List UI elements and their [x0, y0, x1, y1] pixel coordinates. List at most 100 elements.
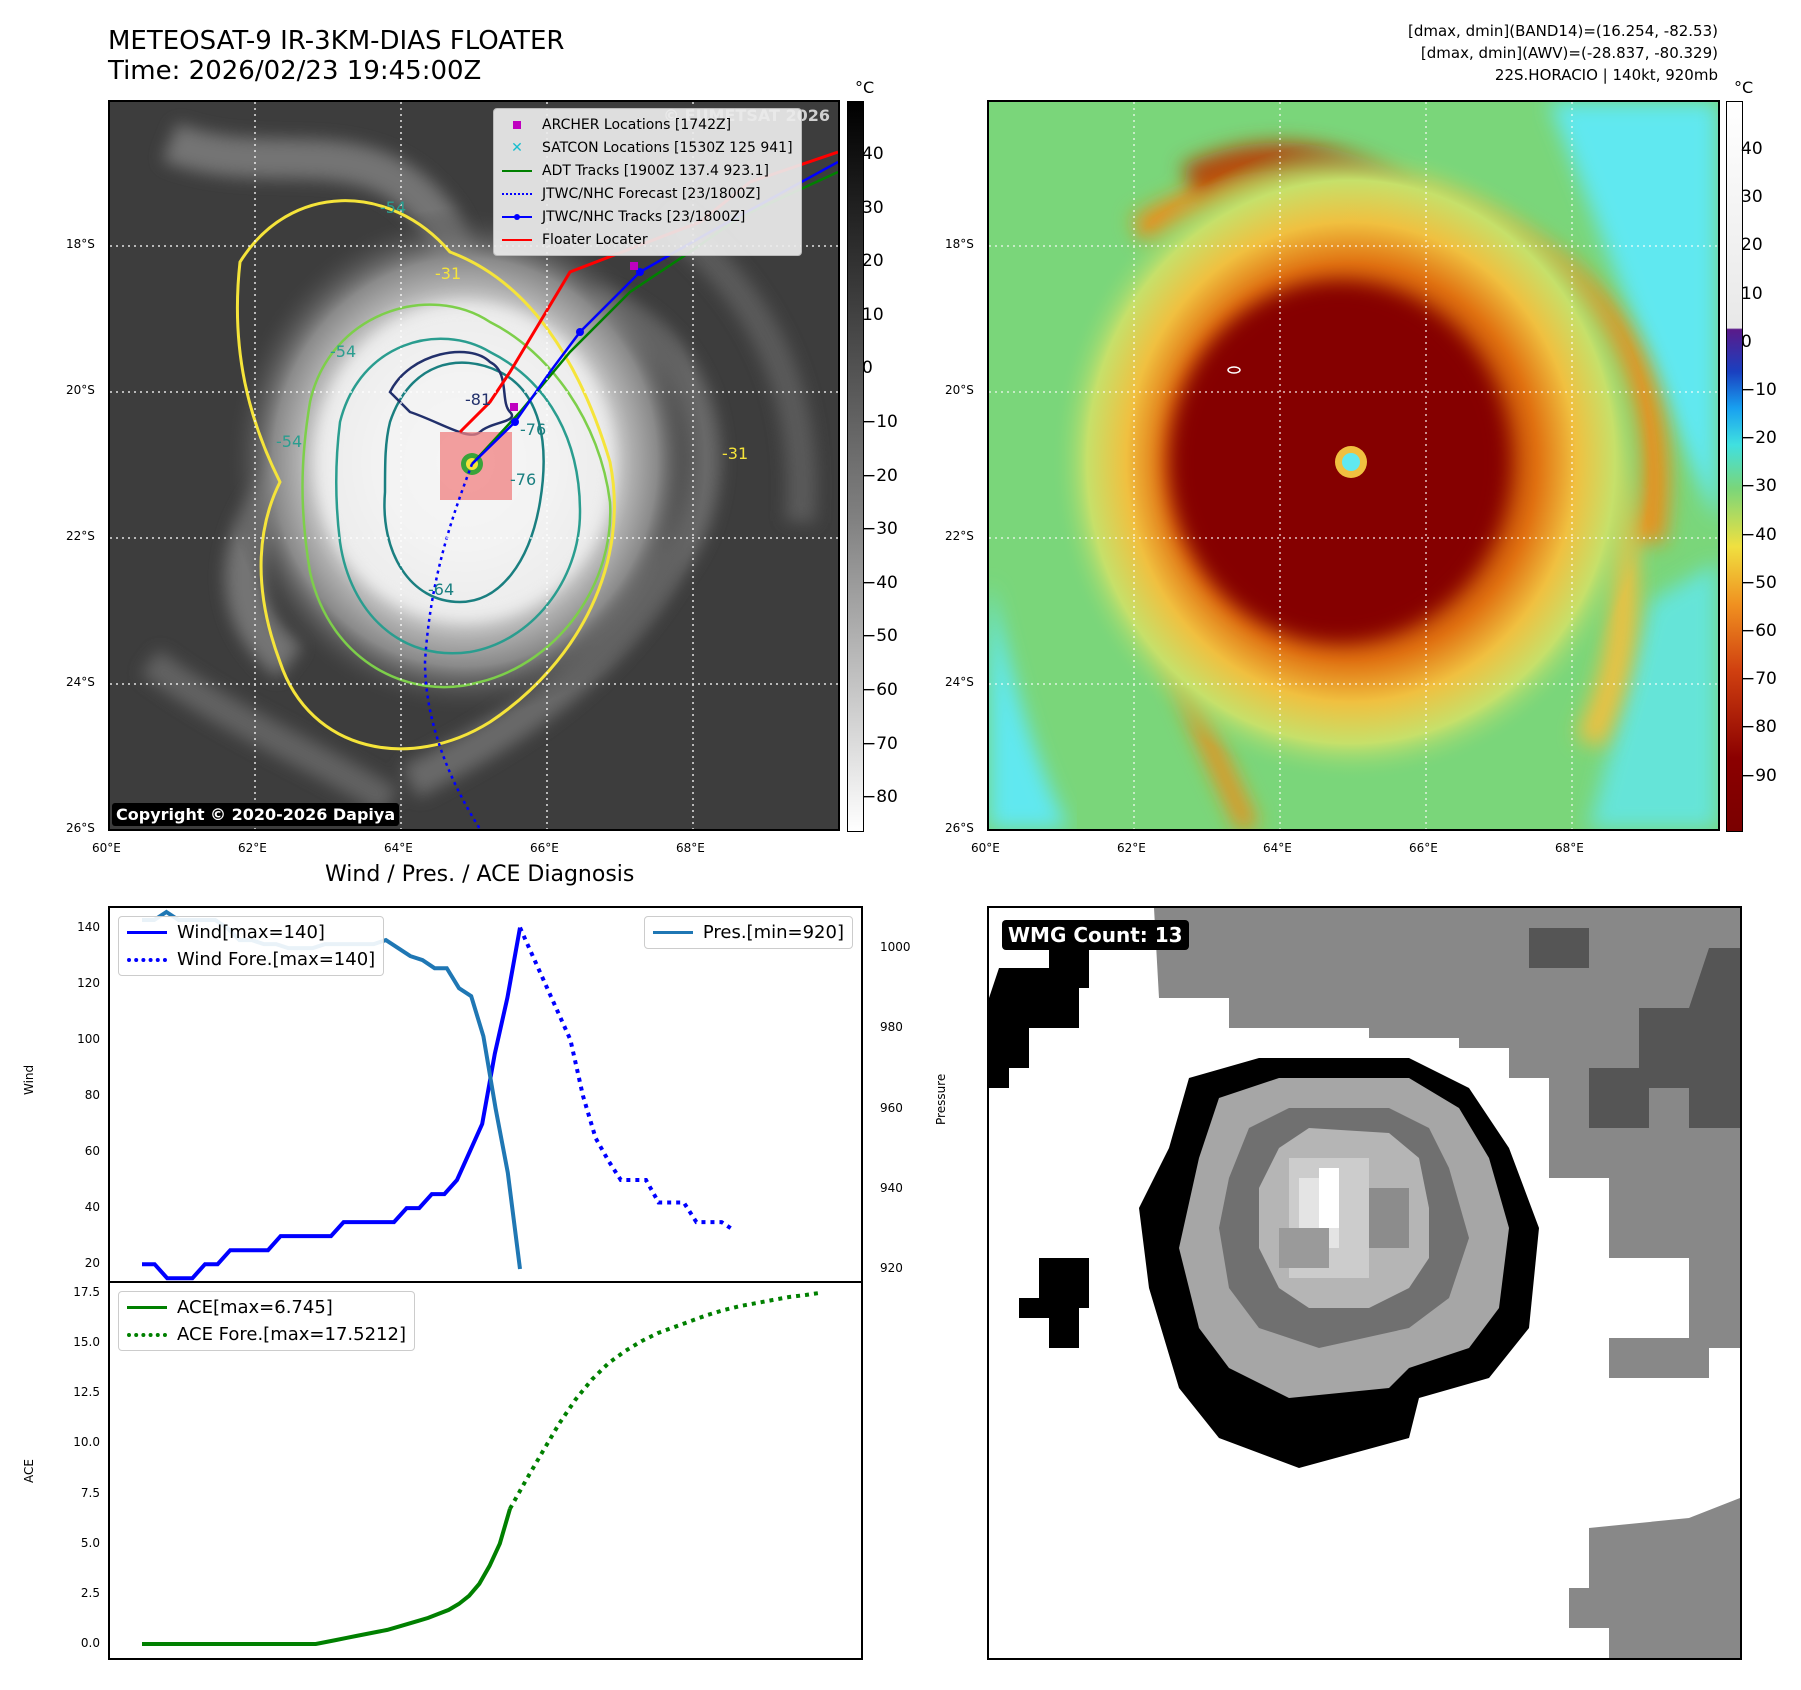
legend-item-wind: Wind[max=140]: [125, 919, 375, 946]
lon-tick: 62°E: [1117, 841, 1146, 855]
info-storm: 22S.HORACIO | 140kt, 920mb: [1494, 66, 1718, 84]
legend-label: SATCON Locations [1530Z 125 941]: [542, 139, 793, 156]
wind-forecast-line: [518, 926, 736, 1233]
contour-label: -76: [520, 420, 547, 439]
ace-tick-label: 7.5: [80, 1485, 100, 1500]
lat-tick: 22°S: [66, 529, 95, 543]
awv-colorbar-tick: −90: [1741, 765, 1777, 786]
contour-label: -81: [465, 390, 492, 409]
legend-item-archer: ARCHER Locations [1742Z]: [500, 113, 793, 136]
ir-colorbar-tick: −20: [862, 465, 898, 486]
colorbar-unit: °C: [1734, 78, 1754, 97]
ace-tick-label: 5.0: [80, 1535, 100, 1550]
ace-chart: ACE[max=6.745] ACE Fore.[max=17.5212]: [108, 1281, 863, 1660]
lat-tick: 24°S: [945, 675, 974, 689]
lon-tick: 64°E: [1263, 841, 1292, 855]
lat-tick: 22°S: [945, 529, 974, 543]
legend-label: Floater Locater: [542, 231, 648, 248]
ace-tick-label: 10.0: [73, 1435, 100, 1450]
ir-colorbar-tick: 40: [862, 144, 884, 164]
wind-pressure-chart: Wind[max=140] Wind Fore.[max=140] Pres.[…: [108, 906, 863, 1283]
wind-tick-label: 100: [77, 1031, 100, 1046]
line-icon: [500, 238, 534, 241]
legend-label: ARCHER Locations [1742Z]: [542, 116, 732, 133]
awv-colorbar-tick: −40: [1741, 524, 1777, 545]
awv-colorbar-tick: −50: [1741, 572, 1777, 593]
ir-colorbar-tick: 20: [862, 251, 884, 272]
awv-colorbar-tick: −20: [1741, 428, 1777, 449]
ir-colorbar-tick: 0: [862, 358, 873, 379]
copyright-badge: Copyright © 2020-2026 Dapiya: [112, 803, 400, 826]
awv-colorbar-tick: −30: [1741, 476, 1777, 497]
lat-tick: 24°S: [66, 675, 95, 689]
diagnosis-chart-title: Wind / Pres. / ACE Diagnosis: [325, 862, 635, 887]
ace-plot: [142, 1290, 823, 1646]
awv-colorbar-tick: 30: [1741, 187, 1763, 208]
lon-tick: 60°E: [92, 841, 121, 855]
info-awv: [dmax, dmin](AWV)=(-28.837, -80.329): [1420, 44, 1718, 62]
awv-colorbar-tick: 10: [1741, 283, 1763, 304]
ace-axis-label: ACE: [22, 1459, 36, 1483]
line-icon: [125, 1306, 169, 1309]
line-icon: [125, 931, 169, 934]
ir-colorbar-tick: −50: [862, 626, 898, 647]
ir-colorbar-tick: 30: [862, 197, 884, 218]
legend-label: ADT Tracks [1900Z 137.4 923.1]: [542, 162, 769, 179]
legend-item-floater: Floater Locater: [500, 228, 793, 251]
wind-tick-label: 60: [84, 1143, 100, 1158]
wmg-image: [989, 908, 1740, 1658]
wmg-count-badge: WMG Count: 13: [1002, 920, 1189, 950]
dotted-line-icon: [125, 957, 169, 962]
legend-item-satcon: ✕ SATCON Locations [1530Z 125 941]: [500, 136, 793, 159]
lon-tick: 62°E: [238, 841, 267, 855]
awv-colorbar-tick: −60: [1741, 621, 1777, 641]
ir-colorbar-tick: −40: [862, 572, 898, 593]
wind-line: [142, 927, 522, 1281]
legend-item-jtwc-tracks: JTWC/NHC Tracks [23/1800Z]: [500, 205, 793, 228]
legend-item-ace-forecast: ACE Fore.[max=17.5212]: [125, 1321, 406, 1348]
contour-label: -76: [510, 470, 537, 489]
legend-label: JTWC/NHC Forecast [23/1800Z]: [542, 185, 761, 202]
ace-tick-label: 15.0: [73, 1335, 100, 1350]
awv-colorbar-tick: −80: [1741, 717, 1777, 738]
ir-satellite-panel: -54 -31 -54 -81 -76 -76 -54 -64 -31 © EU…: [108, 100, 840, 831]
ace-legend: ACE[max=6.745] ACE Fore.[max=17.5212]: [118, 1291, 415, 1351]
wind-tick-label: 120: [77, 975, 100, 990]
pressure-tick-label: 960: [880, 1100, 903, 1115]
ir-colorbar-tick: −80: [862, 787, 898, 808]
pressure-tick-label: 1000: [880, 940, 911, 955]
legend-label: Wind[max=140]: [177, 922, 325, 943]
awv-colorbar-tick: 40: [1741, 139, 1763, 159]
legend-label: Pres.[min=920]: [702, 922, 844, 943]
pressure-tick-label: 980: [880, 1020, 903, 1035]
ir-colorbar-tick: −70: [862, 733, 898, 754]
contour-label: -54: [330, 342, 357, 361]
chart-title-time: Time: 2026/02/23 19:45:00Z: [108, 56, 482, 86]
info-band14: [dmax, dmin](BAND14)=(16.254, -82.53): [1407, 22, 1718, 40]
legend-item-pressure: Pres.[min=920]: [651, 919, 844, 946]
pressure-tick-label: 920: [880, 1260, 903, 1275]
legend-item-wind-forecast: Wind Fore.[max=140]: [125, 946, 375, 973]
ir-colorbar-tick: −60: [862, 680, 898, 700]
ir-legend: ARCHER Locations [1742Z] ✕ SATCON Locati…: [493, 108, 802, 256]
ace-tick-label: 17.5: [73, 1285, 100, 1300]
lon-tick: 66°E: [1409, 841, 1438, 855]
ir-colorbar-tick: −30: [862, 519, 898, 540]
wind-tick-label: 80: [84, 1087, 100, 1102]
lon-tick: 60°E: [971, 841, 1000, 855]
awv-colorbar-tick: −70: [1741, 669, 1777, 690]
awv-colorbar-tick: 20: [1741, 235, 1763, 256]
ir-colorbar-tick: 10: [862, 304, 884, 325]
line-icon: [500, 169, 534, 172]
wind-legend: Wind[max=140] Wind Fore.[max=140]: [118, 916, 385, 976]
colorbar-unit: °C: [855, 78, 875, 97]
lon-tick: 64°E: [384, 841, 413, 855]
ace-tick-label: 2.5: [80, 1585, 100, 1600]
pressure-legend: Pres.[min=920]: [643, 916, 853, 949]
legend-label: ACE[max=6.745]: [177, 1297, 333, 1318]
ace-tick-label: 0.0: [80, 1635, 100, 1650]
legend-item-adt: ADT Tracks [1900Z 137.4 923.1]: [500, 159, 793, 182]
legend-label: JTWC/NHC Tracks [23/1800Z]: [542, 208, 746, 225]
awv-colorbar-tick: −10: [1741, 380, 1777, 400]
contour-label: -54: [276, 432, 303, 451]
